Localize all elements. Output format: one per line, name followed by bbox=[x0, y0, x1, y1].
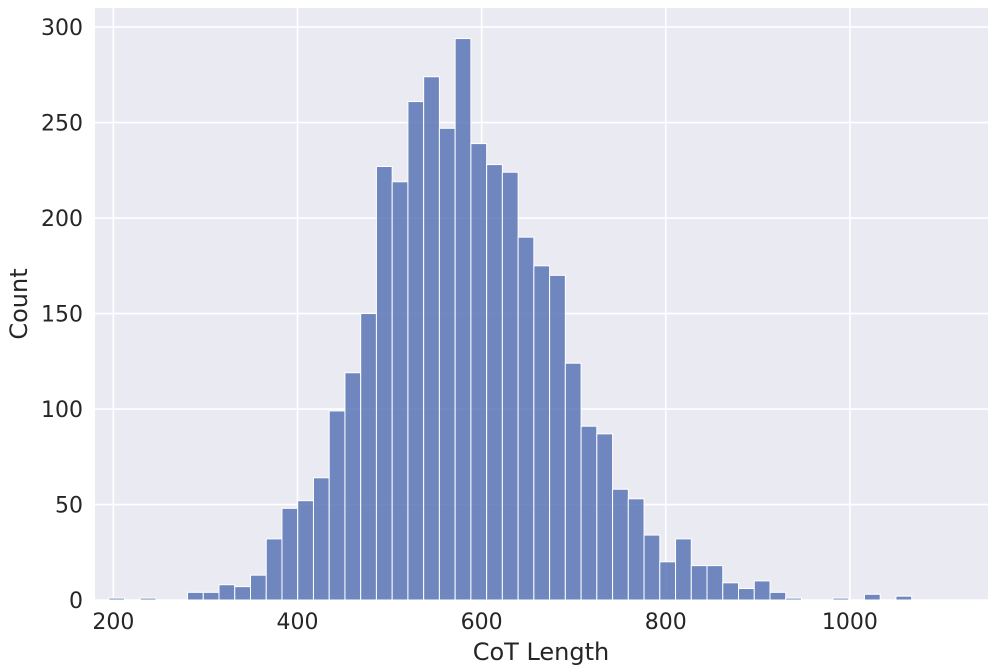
histogram-bar bbox=[360, 313, 377, 601]
y-tick-label: 250 bbox=[41, 112, 83, 137]
histogram-bar bbox=[863, 593, 881, 601]
y-tick-label: 50 bbox=[55, 494, 83, 519]
histogram-bar bbox=[328, 410, 346, 601]
histogram-bar bbox=[202, 591, 220, 601]
histogram-bar bbox=[690, 565, 708, 601]
x-tick-label: 600 bbox=[461, 610, 503, 635]
histogram-bar bbox=[785, 597, 802, 601]
histogram-bar bbox=[627, 498, 645, 601]
histogram-bar bbox=[407, 101, 425, 601]
histogram-bar bbox=[297, 500, 314, 601]
histogram-bar bbox=[659, 561, 677, 601]
y-tick-label: 0 bbox=[69, 589, 83, 614]
histogram-bar bbox=[549, 274, 566, 601]
histogram-bar bbox=[722, 582, 740, 601]
histogram-bar bbox=[438, 127, 456, 601]
y-tick-label: 100 bbox=[41, 398, 83, 423]
histogram-bar bbox=[533, 265, 551, 601]
histogram-bar bbox=[470, 143, 488, 601]
x-tick-labels: 200 400 600 800 1000 bbox=[92, 610, 877, 635]
y-tick-label: 300 bbox=[41, 16, 83, 41]
histogram-bar bbox=[312, 477, 330, 601]
histogram-bar bbox=[612, 488, 629, 601]
histogram-bar bbox=[486, 164, 503, 601]
histogram-bar bbox=[265, 538, 283, 601]
histogram-bar bbox=[895, 595, 913, 601]
y-tick-label: 200 bbox=[41, 207, 83, 232]
x-tick-label: 1000 bbox=[822, 610, 878, 635]
y-tick-labels: 0 50 100 150 200 250 300 bbox=[41, 16, 83, 614]
y-tick-label: 150 bbox=[41, 303, 83, 328]
histogram-bar bbox=[564, 362, 582, 601]
histogram-bar bbox=[454, 38, 472, 601]
histogram-bar bbox=[108, 597, 126, 601]
histogram-bar bbox=[391, 181, 409, 601]
histogram-bar bbox=[596, 433, 614, 601]
histogram-bar bbox=[675, 538, 692, 601]
histogram-bar bbox=[832, 597, 850, 601]
histogram-bar bbox=[643, 534, 661, 601]
histogram-bar bbox=[580, 425, 598, 601]
histogram-bar bbox=[769, 591, 787, 601]
histogram-bar bbox=[249, 574, 267, 601]
histogram-bar bbox=[139, 597, 157, 601]
histogram-bar bbox=[344, 372, 362, 601]
histogram-bar bbox=[517, 236, 535, 601]
histogram-bar bbox=[281, 507, 299, 601]
x-tick-label: 200 bbox=[92, 610, 134, 635]
histogram-bar bbox=[234, 586, 251, 601]
histogram-bar bbox=[218, 584, 236, 601]
bars bbox=[108, 38, 913, 601]
y-axis-label: Count bbox=[5, 268, 33, 339]
histogram-bar bbox=[738, 588, 755, 601]
histogram-bar bbox=[753, 580, 771, 601]
histogram-bar bbox=[501, 171, 519, 601]
histogram-bar bbox=[706, 565, 724, 601]
x-tick-label: 400 bbox=[277, 610, 319, 635]
histogram-bar bbox=[423, 76, 440, 601]
histogram-bar bbox=[375, 166, 393, 601]
histogram-bar bbox=[187, 591, 204, 601]
x-axis-label: CoT Length bbox=[473, 638, 610, 666]
x-tick-label: 800 bbox=[645, 610, 687, 635]
